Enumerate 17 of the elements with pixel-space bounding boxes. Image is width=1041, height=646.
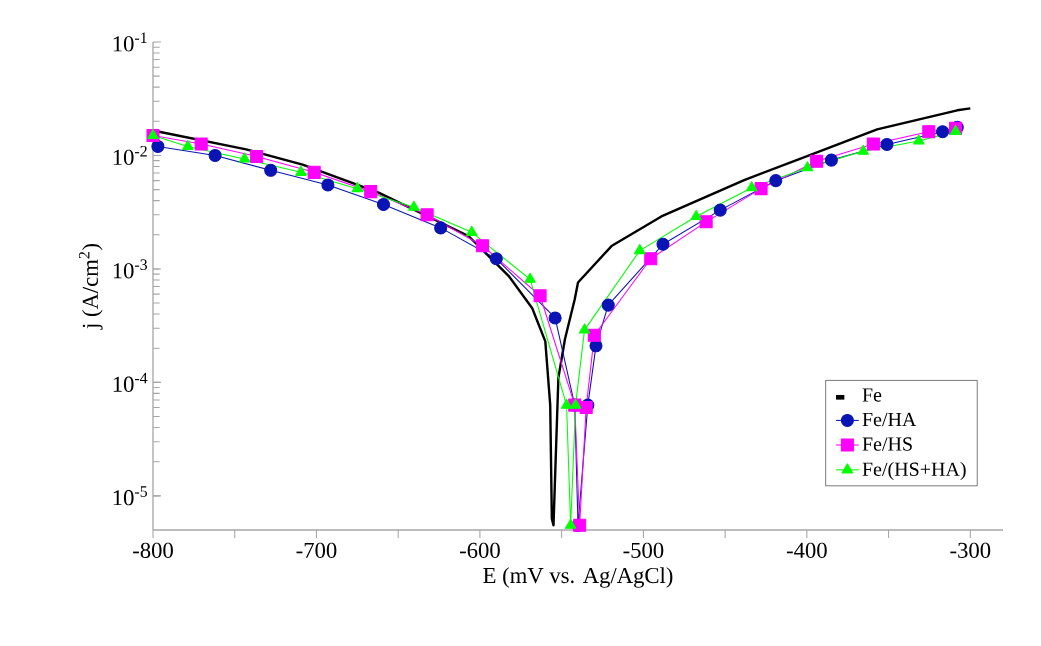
y-tick-label: 10$^{-1}$	[113, 32, 147, 52]
x-tick-label: -600	[459, 542, 500, 558]
legend-label: Fe/HA	[862, 412, 917, 427]
x-axis-title: E (mV vs. Ag/AgCl)	[483, 567, 673, 588]
y-tick-label: 10$^{-5}$	[113, 486, 148, 506]
y-tick-label: 10$^{-3}$	[113, 259, 148, 279]
x-tick-label: -500	[623, 542, 664, 558]
x-tick-label: -400	[786, 542, 827, 558]
x-tick-label: -300	[950, 542, 991, 558]
y-axis-title: j (A/cm$^{2}$)	[78, 244, 103, 330]
legend-label: Fe	[862, 388, 882, 402]
y-tick-label: 10$^{-2}$	[113, 145, 147, 166]
legend-label: Fe/HS	[862, 437, 912, 451]
x-tick-label: -800	[133, 542, 173, 558]
y-tick-label: 10$^{-4}$	[113, 372, 148, 392]
x-tick-label: -700	[296, 542, 337, 558]
legend-label: Fe/(HS+HA)	[862, 461, 966, 481]
